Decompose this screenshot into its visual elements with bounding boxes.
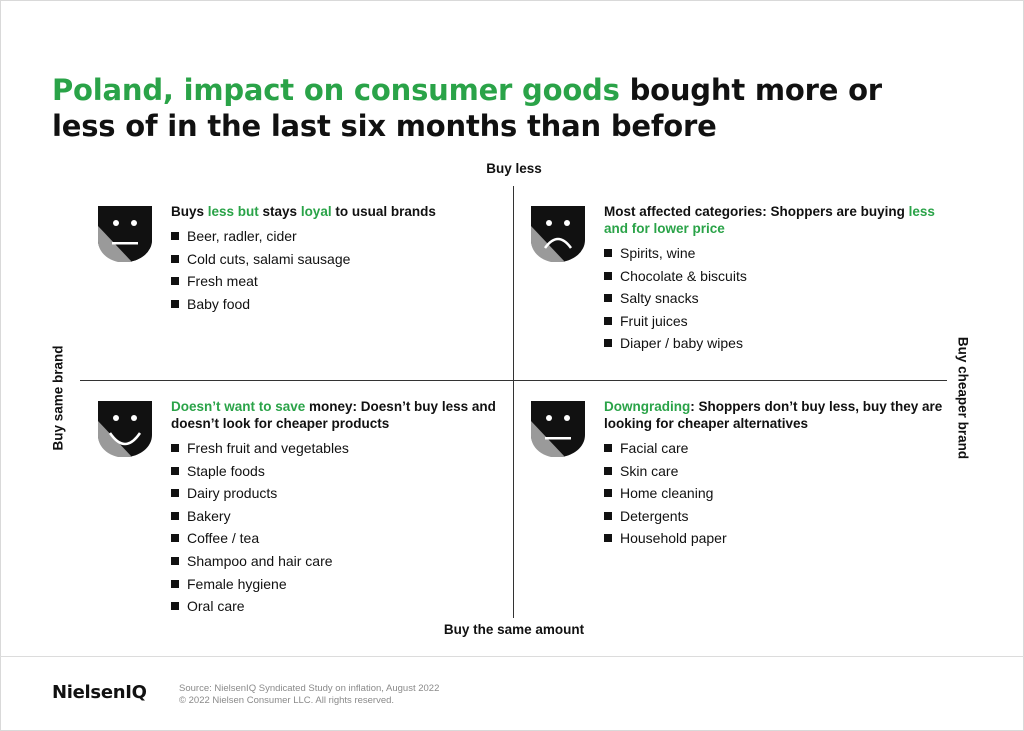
list-item: Beer, radler, cider [171, 225, 511, 248]
list-item: Female hygiene [171, 573, 516, 596]
list-item: Spirits, wine [604, 242, 944, 265]
heading-part: money: Doesn’t buy less and doesn’t look… [171, 399, 496, 431]
heading-part: stays [258, 204, 301, 219]
category-list: Facial care Skin care Home cleaning Dete… [604, 437, 944, 550]
axis-label-left: Buy same brand [50, 345, 66, 451]
heading-part: loyal [300, 204, 332, 219]
list-item: Fresh fruit and vegetables [171, 437, 516, 460]
sad-face-icon [531, 206, 585, 262]
happy-face-icon [98, 401, 152, 457]
quadrant-heading: Buys less but stays loyal to usual brand… [171, 203, 511, 220]
heading-part: Most affected categories: Shoppers are b… [604, 204, 909, 219]
vertical-axis-line [513, 186, 514, 618]
list-item: Chocolate & biscuits [604, 265, 944, 288]
axis-label-top: Buy less [486, 161, 542, 176]
list-item: Coffee / tea [171, 527, 516, 550]
list-item: Fruit juices [604, 310, 944, 333]
title-rest: bought more or less of in the last six m… [52, 73, 882, 143]
heading-part: less and for lower price [604, 204, 935, 236]
neutral-face-icon [531, 401, 585, 457]
title-highlight: Poland, impact on consumer goods [52, 73, 620, 107]
heading-part: less but [207, 204, 259, 219]
list-item: Oral care [171, 595, 516, 618]
axis-label-bottom: Buy the same amount [443, 622, 585, 637]
source-note: Source: NielsenIQ Syndicated Study on in… [179, 683, 439, 707]
list-item: Diaper / baby wipes [604, 332, 944, 355]
heading-part: Buys [171, 204, 208, 219]
footer-divider [0, 656, 1024, 657]
list-item: Detergents [604, 505, 944, 528]
quadrant-heading: Doesn’t want to save money: Doesn’t buy … [171, 398, 516, 432]
category-list: Spirits, wine Chocolate & biscuits Salty… [604, 242, 944, 355]
source-line: Source: NielsenIQ Syndicated Study on in… [179, 683, 440, 694]
list-item: Household paper [604, 527, 944, 550]
neutral-face-icon [98, 206, 152, 262]
heading-part: to usual brands [331, 204, 436, 219]
heading-part: Downgrading [604, 399, 691, 414]
list-item: Facial care [604, 437, 944, 460]
axis-label-right: Buy cheaper brand [955, 336, 971, 460]
quadrant-heading: Most affected categories: Shoppers are b… [604, 203, 944, 237]
category-list: Beer, radler, cider Cold cuts, salami sa… [171, 225, 511, 315]
quadrant-heading: Downgrading: Shoppers don’t buy less, bu… [604, 398, 944, 432]
list-item: Home cleaning [604, 482, 944, 505]
list-item: Cold cuts, salami sausage [171, 248, 511, 271]
list-item: Salty snacks [604, 287, 944, 310]
list-item: Staple foods [171, 460, 516, 483]
heading-part: Doesn’t want to save [171, 399, 306, 414]
heading-part: : Shoppers don’t buy less, buy they are … [604, 399, 943, 431]
list-item: Bakery [171, 505, 516, 528]
list-item: Skin care [604, 460, 944, 483]
list-item: Fresh meat [171, 270, 511, 293]
copyright-line: © 2022 Nielsen Consumer LLC. All rights … [179, 695, 395, 706]
list-item: Shampoo and hair care [171, 550, 516, 573]
list-item: Dairy products [171, 482, 516, 505]
list-item: Baby food [171, 293, 511, 316]
page-title: Poland, impact on consumer goods bought … [52, 72, 952, 144]
category-list: Fresh fruit and vegetables Staple foods … [171, 437, 516, 618]
nielseniq-logo: NielsenIQ [52, 682, 147, 703]
horizontal-axis-line [80, 380, 947, 381]
